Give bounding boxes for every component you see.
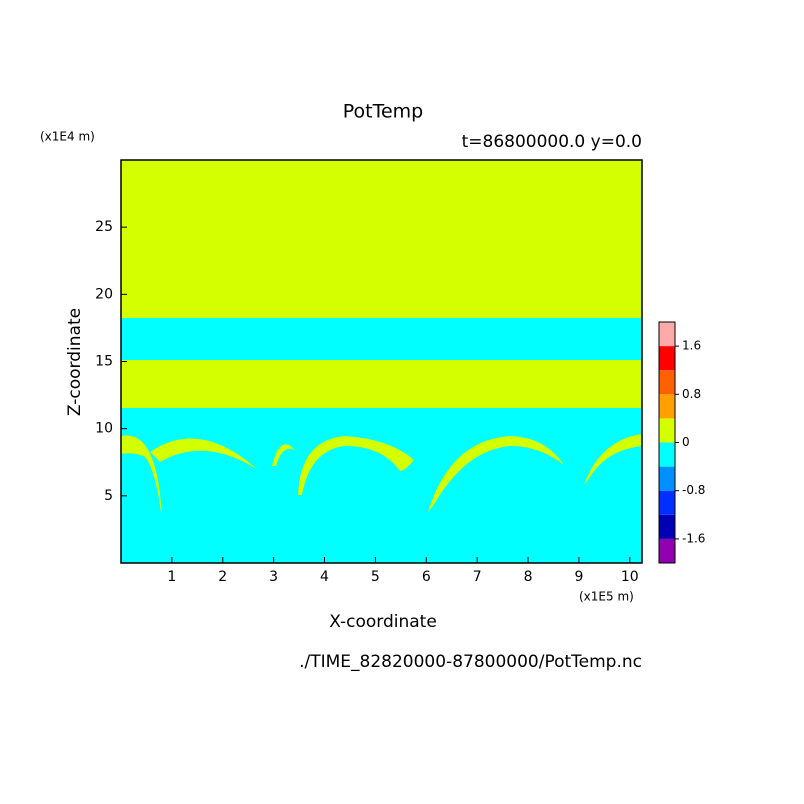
colorbar-band <box>659 514 675 539</box>
y-tick-label: 5 <box>104 488 113 504</box>
colorbar-tick-label: 0.8 <box>682 387 701 401</box>
region <box>584 434 642 485</box>
colorbar-band <box>659 370 675 395</box>
x-tick-label: 4 <box>320 569 329 585</box>
colorbar-band <box>659 490 675 515</box>
contour-field <box>121 160 642 563</box>
y-tick-label: 25 <box>95 219 113 235</box>
colorbar-band <box>659 394 675 419</box>
region <box>121 160 642 318</box>
colorbar-band <box>659 418 675 443</box>
colorbar-band <box>659 442 675 467</box>
x-axis-label: X-coordinate <box>329 612 437 632</box>
x-tick-label: 6 <box>422 569 431 585</box>
y-unit: (x1E4 m) <box>40 130 95 144</box>
colorbar-band <box>659 466 675 491</box>
colorbar-tick-label: 1.6 <box>682 339 701 353</box>
colorbar-tick-label: -1.6 <box>682 531 705 545</box>
region <box>150 438 258 470</box>
x-tick-label: 3 <box>269 569 278 585</box>
region <box>121 435 162 520</box>
x-unit: (x1E5 m) <box>579 590 634 604</box>
chart-title: PotTemp <box>343 101 424 123</box>
x-tick-label: 5 <box>371 569 380 585</box>
colorbar-tick-label: -0.8 <box>682 483 705 497</box>
x-tick-label: 9 <box>574 569 583 585</box>
region <box>428 436 564 512</box>
colorbar-band <box>659 322 675 347</box>
y-tick-label: 20 <box>95 286 113 302</box>
y-axis-label: Z-coordinate <box>65 308 85 416</box>
colorbar-tick-label: 0 <box>682 435 690 449</box>
colorbar-band <box>659 346 675 371</box>
x-tick-label: 2 <box>218 569 227 585</box>
region <box>298 436 414 495</box>
x-tick-label: 7 <box>473 569 482 585</box>
region <box>121 360 642 408</box>
y-tick-label: 15 <box>95 354 113 370</box>
x-tick-label: 8 <box>524 569 533 585</box>
footer: ./TIME_82820000-87800000/PotTemp.nc <box>299 652 642 672</box>
y-tick-label: 10 <box>95 421 113 437</box>
chart-subtitle: t=86800000.0 y=0.0 <box>462 132 642 152</box>
region <box>272 444 295 466</box>
colorbar-band <box>659 538 675 563</box>
x-tick-label: 10 <box>621 569 639 585</box>
x-tick-label: 1 <box>167 569 176 585</box>
